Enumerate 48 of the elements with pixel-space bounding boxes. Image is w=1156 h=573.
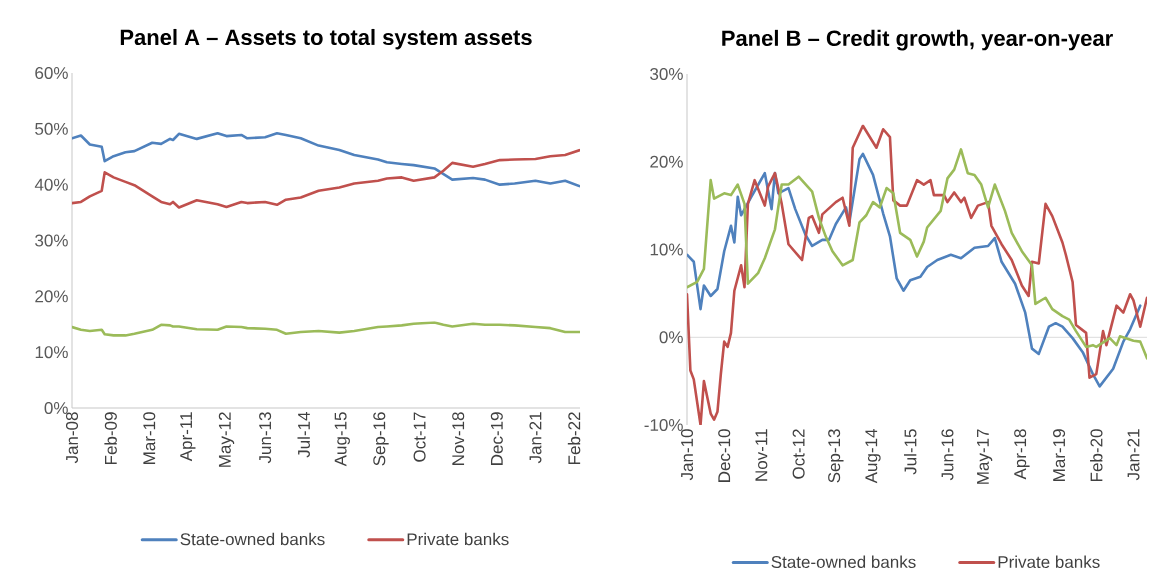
y-tick-label: 10% — [35, 345, 68, 359]
y-tick-label: 60% — [35, 66, 68, 79]
chart-title: Panel B – Credit growth, year-on-year — [722, 29, 1113, 51]
x-tick-label: Dec-19 — [490, 412, 503, 465]
y-tick-label: 40% — [34, 178, 68, 191]
x-tick-label: Jan-21 — [1127, 429, 1140, 481]
x-tick-label: Jan-08 — [65, 412, 79, 464]
x-tick-label: Feb-20 — [1090, 429, 1103, 481]
x-tick-label: May-12 — [218, 412, 235, 467]
x-tick-label: Dec-10 — [718, 429, 731, 482]
x-tick-label: Jan-21 — [529, 412, 542, 464]
x-tick-label: Apr-18 — [1014, 429, 1030, 480]
legend-label: State-owned banks — [180, 532, 325, 546]
x-tick-label: Jun-13 — [259, 412, 272, 464]
x-tick-label: Feb-22 — [567, 412, 581, 464]
y-tick-label: 0% — [659, 331, 683, 344]
line-series — [72, 321, 580, 337]
x-tick-label: May-17 — [977, 429, 993, 484]
x-tick-label: Aug-15 — [334, 412, 350, 467]
x-tick-label: Oct-17 — [413, 412, 426, 462]
x-tick-label: Jun-16 — [941, 429, 954, 481]
line-series — [72, 148, 580, 209]
x-tick-label: Aug-14 — [865, 428, 881, 484]
x-tick-label: Oct-12 — [792, 429, 805, 479]
x-tick-label: Jul-14 — [297, 411, 310, 458]
y-tick-label: 0% — [44, 401, 68, 414]
legend-label: Private banks — [998, 555, 1100, 568]
y-tick-label: -10% — [644, 418, 683, 431]
legend-label: State-owned banks — [771, 555, 916, 568]
chart-title: Panel A – Assets to total system assets — [120, 28, 532, 50]
legend-label: Private banks — [407, 532, 509, 546]
y-tick-label: 30% — [35, 234, 68, 247]
line-series — [687, 124, 1147, 425]
x-tick-label: Apr-11 — [180, 412, 196, 462]
x-tick-label: Nov-18 — [452, 412, 465, 465]
y-tick-label: 20% — [650, 155, 683, 168]
x-tick-label: Jul-15 — [904, 429, 917, 475]
x-tick-label: Sep-16 — [373, 412, 389, 466]
y-tick-label: 50% — [35, 122, 68, 135]
x-tick-label: Jan-10 — [680, 429, 694, 481]
x-tick-label: Nov-11 — [755, 429, 768, 481]
x-tick-label: Sep-13 — [828, 429, 844, 483]
y-tick-label: 20% — [35, 290, 68, 303]
y-tick-label: 30% — [650, 67, 683, 80]
y-tick-label: 10% — [650, 243, 683, 256]
x-tick-label: Mar-19 — [1053, 429, 1066, 481]
x-tick-label: Feb-09 — [104, 412, 117, 464]
x-tick-label: Mar-10 — [143, 412, 156, 464]
